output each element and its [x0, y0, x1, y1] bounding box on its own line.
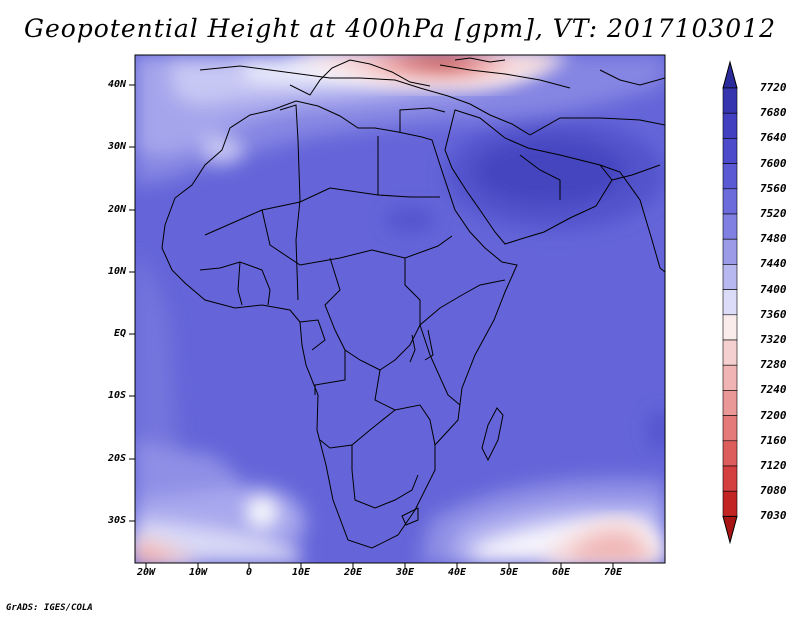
colorbar-label: 7240 [760, 383, 787, 397]
colorbar-label: 7600 [760, 156, 787, 170]
colorbar-swatch [722, 415, 738, 442]
lat-label: 20N [107, 204, 126, 215]
colorbar-label: 7280 [760, 358, 787, 372]
colorbar-swatch [722, 163, 738, 190]
colorbar-label: 7200 [760, 408, 787, 422]
lon-label: 70E [603, 567, 623, 578]
lon-label: 20W [136, 567, 156, 578]
colorbar [722, 60, 738, 545]
colorbar-label: 7030 [760, 509, 787, 523]
lat-label: 10N [107, 266, 126, 277]
colorbar-swatch [722, 390, 738, 416]
colorbar-label: 7520 [760, 207, 787, 220]
colorbar-label: 7400 [760, 282, 787, 296]
colorbar-label: 7320 [760, 333, 787, 346]
colorbar-swatch [722, 339, 738, 366]
colorbar-label: 7560 [760, 181, 787, 195]
lat-label: 20S [107, 453, 126, 464]
lat-label: EQ [113, 328, 126, 339]
lon-ticks [145, 563, 614, 569]
map-frame [134, 54, 666, 564]
colorbar-label: 7160 [760, 433, 787, 447]
coastlines [161, 57, 665, 549]
colorbar-swatch [722, 289, 738, 316]
lat-ticks [129, 84, 135, 522]
colorbar-swatch [722, 238, 738, 265]
lon-label: 60E [551, 567, 571, 578]
map-title: Geopotential Height at 400hPa [gpm], VT:… [23, 14, 777, 43]
lon-label: 50E [499, 567, 519, 578]
lon-label: 30E [395, 567, 415, 578]
lon-label: 40E [447, 567, 467, 578]
colorbar-swatch [722, 87, 738, 114]
colorbar-swatch [722, 213, 738, 240]
colorbar-swatch [722, 364, 738, 391]
lat-label: 10S [107, 390, 126, 401]
colorbar-label: 7480 [760, 232, 787, 246]
lon-label: 10W [188, 567, 208, 578]
colorbar-top-cap [722, 60, 738, 89]
colorbar-bottom-cap [722, 515, 738, 545]
colorbar-swatch [722, 138, 738, 164]
colorbar-label: 7120 [760, 459, 787, 472]
colorbar-label: 7720 [760, 81, 787, 94]
height-field [135, 55, 665, 563]
colorbar-swatch [722, 188, 738, 215]
grads-credit: GrADS: IGES/COLA [6, 603, 93, 613]
lat-label: 30N [107, 141, 126, 152]
colorbar-swatch [722, 465, 738, 492]
colorbar-label: 7080 [760, 484, 787, 498]
lat-label: 40N [107, 79, 126, 90]
colorbar-label: 7640 [760, 131, 787, 145]
colorbar-swatch [722, 314, 738, 341]
colorbar-swatch [722, 112, 738, 139]
colorbar-swatch [722, 440, 738, 467]
lon-label: 20E [343, 567, 363, 578]
colorbar-label: 7680 [760, 106, 787, 120]
lat-label: 30S [107, 515, 126, 526]
colorbar-label: 7440 [760, 257, 787, 271]
lon-label: 10E [291, 567, 311, 578]
colorbar-swatch [722, 490, 738, 517]
colorbar-label: 7360 [760, 307, 787, 321]
lon-label: 0 [245, 567, 253, 578]
colorbar-swatch [722, 264, 738, 290]
